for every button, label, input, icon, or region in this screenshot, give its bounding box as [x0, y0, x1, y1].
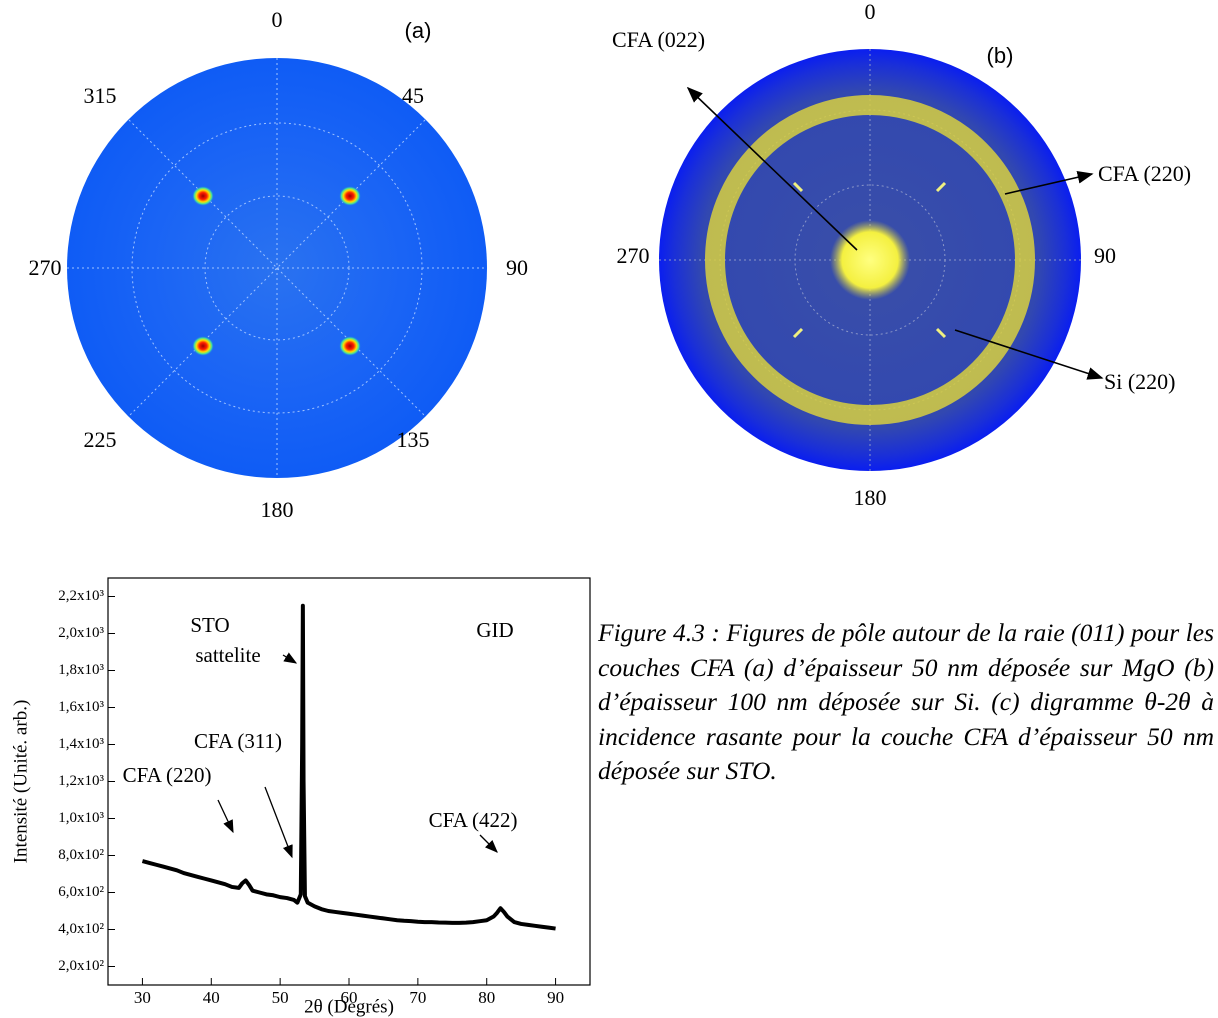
center-spot — [830, 220, 910, 300]
angle-label: 225 — [84, 427, 117, 452]
y-tick-label: 2,0x10² — [58, 958, 104, 974]
angle-label: 270 — [29, 255, 62, 280]
chart-annotation: CFA (311) — [194, 729, 282, 753]
angle-label: 0 — [865, 0, 876, 24]
pole-figure-b — [659, 49, 1104, 471]
peak-annotation: CFA (022) — [612, 27, 705, 52]
diffraction-spots — [192, 186, 361, 356]
x-tick-label: 60 — [341, 988, 358, 1007]
angle-label: 0 — [272, 7, 283, 32]
x-tick-label: 80 — [478, 988, 495, 1007]
y-tick-label: 8,0x10² — [58, 847, 104, 863]
y-tick-label: 2,0x10³ — [58, 625, 104, 641]
chart-annotation: CFA (422) — [429, 808, 518, 832]
y-tick-label: 1,8x10³ — [58, 662, 104, 678]
chart-annotation: STO — [190, 613, 229, 637]
arrows — [686, 86, 1104, 380]
chart-annotation: GID — [476, 618, 513, 642]
angle-label: 315 — [84, 83, 117, 108]
x-tick-label: 90 — [547, 988, 564, 1007]
x-tick-label: 50 — [272, 988, 289, 1007]
y-axis-label: Intensité (Unité. arb.) — [10, 700, 31, 864]
peak-annotation: CFA (220) — [1098, 161, 1191, 186]
y-tick-label: 1,4x10³ — [58, 736, 104, 752]
y-tick-label: 4,0x10² — [58, 921, 104, 937]
x-tick-label: 30 — [134, 988, 151, 1007]
angle-label: 270 — [617, 243, 650, 268]
angle-label: 90 — [506, 255, 528, 280]
angle-label: 180 — [261, 497, 294, 522]
chart-annotation: sattelite — [195, 643, 260, 667]
chart-arrows — [217, 652, 498, 859]
x-tick-label: 70 — [409, 988, 426, 1007]
angle-label: 45 — [402, 83, 424, 108]
angle-label: 180 — [854, 485, 887, 510]
figure-caption: Figure 4.3 : Figures de pôle autour de l… — [598, 618, 1214, 785]
angle-label: 90 — [1094, 243, 1116, 268]
data-line — [141, 603, 556, 931]
y-tick-label: 1,6x10³ — [58, 699, 104, 715]
panel-label: (b) — [987, 43, 1014, 68]
y-tick-label: 1,0x10³ — [58, 810, 104, 826]
x-tick-label: 40 — [203, 988, 220, 1007]
cfa-ring — [705, 95, 1035, 425]
y-tick-label: 1,2x10³ — [58, 773, 104, 789]
pole-figure-a — [67, 58, 487, 478]
y-tick-label: 2,2x10³ — [58, 588, 104, 604]
chart-annotation: CFA (220) — [123, 763, 212, 787]
y-tick-label: 6,0x10² — [58, 884, 104, 900]
peak-annotation: Si (220) — [1104, 369, 1176, 394]
si-streaks — [792, 181, 947, 339]
panel-label: (a) — [405, 18, 432, 43]
x-axis-label: 2θ (Degrés) — [304, 996, 394, 1017]
angle-label: 135 — [397, 427, 430, 452]
polar-grid — [67, 58, 487, 478]
